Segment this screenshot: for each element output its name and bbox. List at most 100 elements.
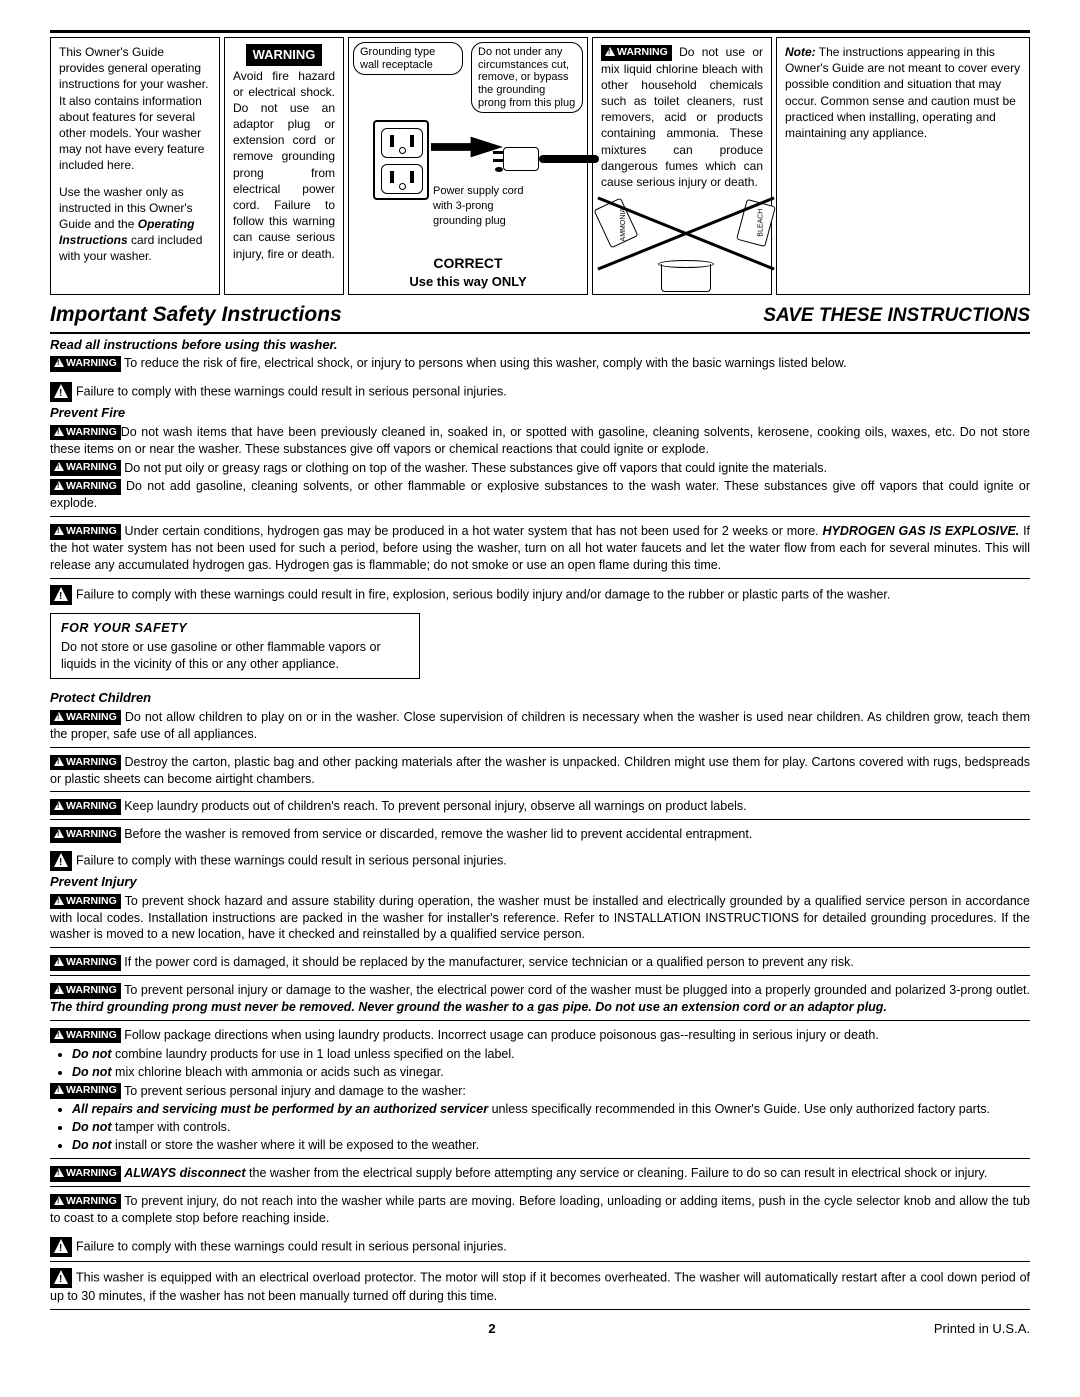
warning-badge: WARNING <box>50 524 121 540</box>
text: BLEACH <box>756 209 765 237</box>
text: WARNING To prevent serious personal inju… <box>50 1083 1030 1100</box>
text: To prevent injury, do not reach into the… <box>50 1194 1030 1225</box>
text: To prevent personal injury or damage to … <box>121 983 1030 997</box>
text: To prevent shock hazard and assure stabi… <box>50 894 1030 942</box>
text: This Owner's Guide provides general oper… <box>59 44 211 174</box>
text: WARNING To reduce the risk of fire, elec… <box>50 355 1030 372</box>
caution-icon <box>50 382 72 402</box>
text: WARNING Follow package directions when u… <box>50 1027 1030 1044</box>
text: Failure to comply with these warnings co… <box>50 382 1030 402</box>
safety-box: FOR YOUR SAFETY Do not store or use gaso… <box>50 613 420 680</box>
text: tamper with controls. <box>112 1120 231 1134</box>
text: WARNING Under certain conditions, hydrog… <box>50 523 1030 574</box>
text: Failure to comply with these warnings co… <box>76 1239 507 1253</box>
divider <box>50 791 1030 792</box>
text: WARNING <box>66 711 117 723</box>
text: Do not put oily or greasy rags or clothi… <box>121 461 827 475</box>
text: Use the washer only as instructed in thi… <box>59 184 211 265</box>
list-item: Do not install or store the washer where… <box>72 1137 1030 1154</box>
text: WARNING <box>66 828 117 840</box>
text: ALWAYS disconnect <box>124 1166 245 1180</box>
divider <box>50 975 1030 976</box>
list-item: Do not mix chlorine bleach with ammonia … <box>72 1064 1030 1081</box>
warning-badge: WARNING <box>50 799 121 815</box>
text: Note: <box>785 45 816 59</box>
text: Failure to comply with these warnings co… <box>50 851 1030 871</box>
text: WARNING <box>66 1167 117 1179</box>
callout-receptacle: Grounding type wall receptacle <box>353 42 463 75</box>
text: WARNING To prevent injury, do not reach … <box>50 1193 1030 1227</box>
text: Failure to comply with these warnings co… <box>76 385 507 399</box>
bullet-list: Do not combine laundry products for use … <box>50 1046 1030 1081</box>
text: Failure to comply with these warnings co… <box>50 1237 1030 1257</box>
text: WARNING If the power cord is damaged, it… <box>50 954 1030 971</box>
heading-important-safety: Important Safety Instructions <box>50 301 342 329</box>
text: the washer from the electrical supply be… <box>246 1166 988 1180</box>
text: WARNING <box>66 461 117 473</box>
text: WARNING Do not put oily or greasy rags o… <box>50 460 1030 477</box>
text: This washer is equipped with an electric… <box>50 1270 1030 1303</box>
divider <box>50 1309 1030 1310</box>
text: WARNING <box>66 984 117 996</box>
text: Do not <box>72 1047 112 1061</box>
grounding-diagram: Grounding type wall receptacle Do not un… <box>353 42 583 252</box>
text: HYDROGEN GAS IS EXPLOSIVE. <box>822 524 1019 538</box>
text: Power supply cord with 3-prong grounding… <box>433 184 543 229</box>
warning-badge: WARNING <box>50 1028 121 1044</box>
text: WARNING Destroy the carton, plastic bag … <box>50 754 1030 788</box>
text: AMMONIA <box>619 208 628 241</box>
text: WARNING Do not add gasoline, cleaning so… <box>50 478 1030 512</box>
text: Failure to comply with these warnings co… <box>76 853 507 867</box>
chemicals-box: WARNING Do not use or mix liquid chlorin… <box>592 37 772 295</box>
text: FOR YOUR SAFETY <box>61 620 409 637</box>
text: Before the washer is removed from servic… <box>121 827 753 841</box>
warning-badge: WARNING <box>50 955 121 971</box>
divider <box>50 1020 1030 1021</box>
warning-badge: WARNING <box>50 1083 121 1099</box>
owners-guide-box: This Owner's Guide provides general oper… <box>50 37 220 295</box>
text: mix chlorine bleach with ammonia or acid… <box>112 1065 444 1079</box>
warning-badge: WARNING <box>50 425 121 441</box>
warning-badge: WARNING <box>50 827 121 843</box>
note-box: Note: The instructions appearing in this… <box>776 37 1030 295</box>
subheading-prevent-fire: Prevent Fire <box>50 404 1030 422</box>
text: WARNING <box>66 1084 117 1096</box>
text: WARNING <box>66 525 117 537</box>
grounding-diagram-box: Grounding type wall receptacle Do not un… <box>348 37 588 295</box>
text: To prevent serious personal injury and d… <box>121 1084 466 1098</box>
warning-badge: WARNING <box>50 894 121 910</box>
text: CORRECT <box>353 254 583 273</box>
divider <box>50 578 1030 579</box>
warning-badge: WARNING <box>50 460 121 476</box>
warning-badge: WARNING <box>246 44 323 66</box>
text: WARNING <box>66 800 117 812</box>
text: WARNING <box>66 357 117 369</box>
subheading-read-all: Read all instructions before using this … <box>50 336 1030 354</box>
text: To reduce the risk of fire, electrical s… <box>121 356 847 370</box>
warning-badge: WARNING <box>50 479 121 495</box>
text: Do not <box>72 1120 112 1134</box>
subheading-prevent-injury: Prevent Injury <box>50 873 1030 891</box>
divider <box>50 947 1030 948</box>
text: combine laundry products for use in 1 lo… <box>112 1047 515 1061</box>
warning-badge: WARNING <box>50 1166 121 1182</box>
warning-badge: WARNING <box>50 710 121 726</box>
caution-icon <box>50 585 72 605</box>
text: unless specifically recommended in this … <box>488 1102 990 1116</box>
headings-row: Important Safety Instructions SAVE THESE… <box>50 301 1030 333</box>
text: Do not allow children to play on or in t… <box>50 710 1030 741</box>
text: Do not wash items that have been previou… <box>50 425 1030 456</box>
text: WARNING ALWAYS disconnect the washer fro… <box>50 1165 1030 1182</box>
divider <box>50 819 1030 820</box>
divider <box>50 1158 1030 1159</box>
page-number: 2 <box>488 1320 495 1338</box>
text: Do not <box>72 1065 112 1079</box>
text: WARNING <box>617 46 668 58</box>
divider <box>50 516 1030 517</box>
chemicals-diagram: AMMONIA BLEACH <box>601 194 771 274</box>
top-box-row: This Owner's Guide provides general oper… <box>50 30 1030 295</box>
warning-badge: WARNING <box>50 356 121 372</box>
caution-icon <box>50 1237 72 1257</box>
warning-badge: WARNING <box>50 1194 121 1210</box>
warning-badge: WARNING <box>50 983 121 999</box>
